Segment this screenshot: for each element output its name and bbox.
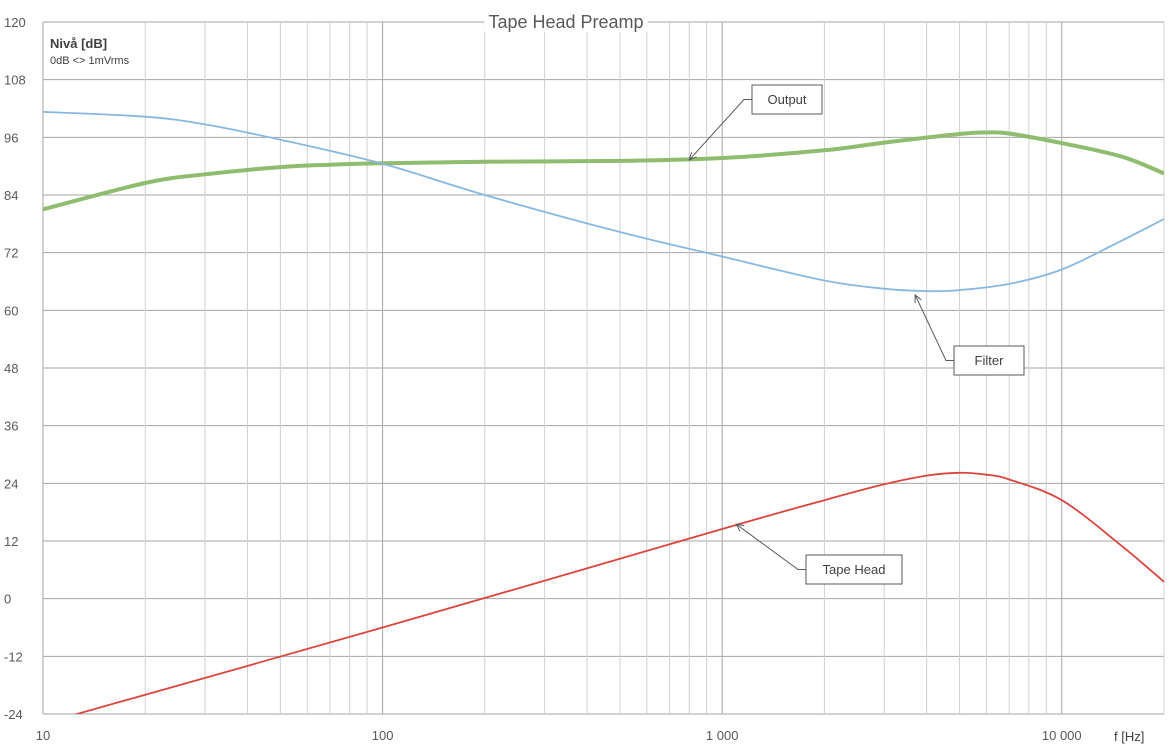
- series-line-output: [43, 130, 1164, 212]
- callout-arrowhead: [688, 152, 697, 161]
- y-axis-ticks: -24 -12 0 12 24 36 48 60 72 84 96 108 120: [4, 15, 26, 722]
- callout-output: Output: [688, 84, 823, 161]
- y-tick-label: -24: [4, 707, 23, 722]
- x-axis-label: f [Hz]: [1114, 729, 1144, 744]
- y-tick-label: 96: [4, 130, 18, 145]
- callout-arrowhead: [914, 293, 922, 303]
- x-axis-ticks: 10 100 1 000 10 000: [36, 728, 1082, 743]
- callout-leader: [914, 294, 954, 361]
- y-tick-label: 72: [4, 246, 18, 261]
- x-tick-label: 100: [372, 728, 394, 743]
- callout-leader: [688, 99, 752, 161]
- callout-box: [751, 84, 823, 115]
- y-tick-label: 24: [4, 476, 18, 491]
- callout-tape-head: Tape Head: [735, 523, 903, 585]
- series-layer: [43, 111, 1164, 714]
- y-tick-label: 60: [4, 303, 18, 318]
- callout-arrowhead: [735, 523, 745, 532]
- annotations-layer: Output Filter Tape Head: [688, 84, 1025, 585]
- callout-label: Tape Head: [823, 562, 886, 577]
- callout-label: Filter: [975, 353, 1005, 368]
- callout-filter: Filter: [914, 293, 1025, 376]
- callout-box: [805, 554, 903, 585]
- y-tick-label: 36: [4, 419, 18, 434]
- y-tick-label: 48: [4, 361, 18, 376]
- title-background: [484, 12, 648, 32]
- callout-label: Output: [767, 92, 806, 107]
- y-tick-label: 84: [4, 188, 18, 203]
- y-tick-label: 108: [4, 73, 26, 88]
- series-line-tape-head: [73, 471, 1164, 714]
- x-tick-label: 10 000: [1042, 728, 1082, 743]
- y-axis-label: Nivå [dB]: [50, 36, 107, 51]
- x-tick-label: 10: [36, 728, 50, 743]
- y-tick-label: 0: [4, 592, 11, 607]
- callout-box: [953, 345, 1025, 376]
- callout-leader: [735, 523, 806, 570]
- x-tick-label: 1 000: [706, 728, 739, 743]
- series-line-filter: [43, 111, 1164, 293]
- y-tick-label: -12: [4, 649, 23, 664]
- y-tick-label: 12: [4, 534, 18, 549]
- y-axis-note: 0dB <> 1mVrms: [50, 55, 130, 67]
- y-tick-label: 120: [4, 15, 26, 30]
- chart-title: Tape Head Preamp: [488, 12, 643, 32]
